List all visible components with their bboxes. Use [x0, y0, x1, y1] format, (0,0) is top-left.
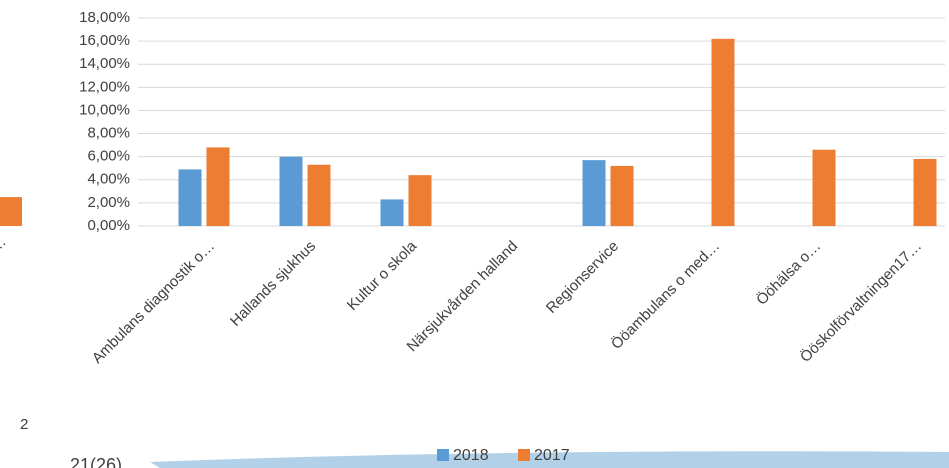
y-tick-label: 10,00%: [79, 101, 130, 118]
y-tick-label: 0,00%: [87, 217, 130, 234]
y-tick-label: 4,00%: [87, 171, 130, 188]
page-footer: 21(26): [70, 455, 122, 468]
bar: [610, 165, 634, 226]
x-tick-label: Närsjukvården halland: [404, 238, 522, 356]
legend-label: 2017: [534, 447, 570, 464]
brush-decoration: [150, 451, 949, 468]
bar: [913, 158, 937, 226]
bar: [582, 160, 606, 226]
bar: [408, 175, 432, 226]
bar: [812, 149, 836, 226]
y-tick-label: 6,00%: [87, 148, 130, 165]
bar: [279, 156, 303, 226]
bar: [307, 164, 331, 226]
x-tick-label: Ööambulans o med…: [607, 237, 723, 353]
y-tick-label: 2,00%: [87, 194, 130, 211]
x-tick-label: Regionservice: [543, 238, 622, 317]
y-tick-label: 12,00%: [79, 78, 130, 95]
x-tick-label: Kultur o skola: [344, 237, 421, 314]
y-tick-label: 14,00%: [79, 55, 130, 72]
y-tick-label: 16,00%: [79, 32, 130, 49]
bar: [711, 38, 735, 226]
page-number: 2: [20, 416, 28, 433]
x-tick-label: Hallands sjukhus: [227, 238, 319, 330]
bar: [206, 147, 230, 226]
bar: [0, 197, 22, 226]
y-tick-label: 18,00%: [79, 9, 130, 26]
legend-label: 2018: [453, 447, 489, 464]
bar: [380, 199, 404, 226]
bar: [178, 169, 202, 226]
legend-swatch: [518, 449, 530, 461]
x-tick-label: Ööhälsa o…: [752, 237, 824, 309]
x-tick-label: …: [0, 234, 10, 257]
y-tick-label: 8,00%: [87, 125, 130, 142]
x-tick-label: Ambulans diagnostik o…: [89, 238, 218, 367]
legend-swatch: [437, 449, 449, 461]
